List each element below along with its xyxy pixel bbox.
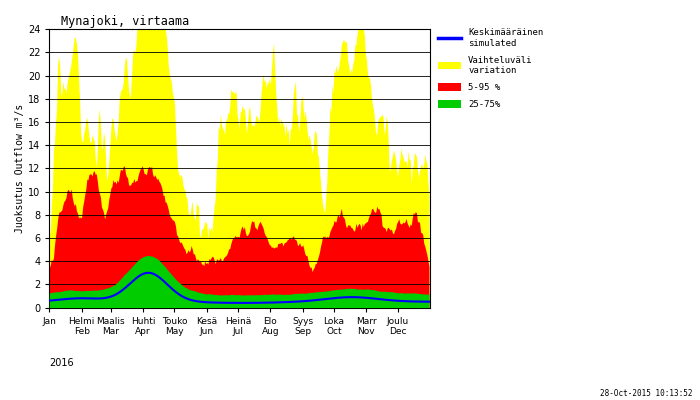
Text: Mynajoki, virtaama: Mynajoki, virtaama [61, 15, 189, 28]
Y-axis label: Juoksutus Outflow m³/s: Juoksutus Outflow m³/s [15, 104, 25, 233]
Text: 28-Oct-2015 10:13:52: 28-Oct-2015 10:13:52 [601, 389, 693, 398]
Legend: Keskimääräinen
simulated, Vaihteluväli
variation, 5-95 %, 25-75%: Keskimääräinen simulated, Vaihteluväli v… [438, 28, 543, 109]
Text: 2016: 2016 [49, 358, 74, 368]
